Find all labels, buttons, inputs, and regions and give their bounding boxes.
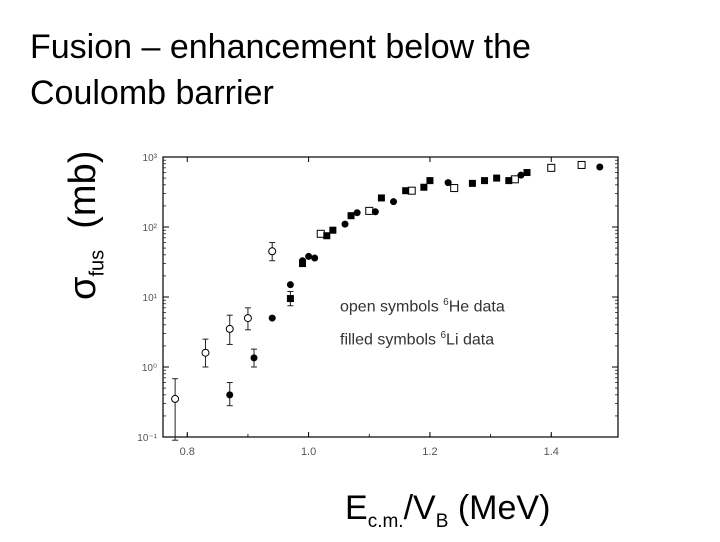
point-filled-circle — [371, 208, 379, 216]
x-tick-label: 0.8 — [180, 446, 195, 458]
x-tick-label: 1.4 — [544, 446, 559, 458]
point-filled-circle — [250, 354, 258, 362]
point-filled-square — [323, 232, 331, 240]
legend-filled-suffix: Li data — [446, 331, 495, 349]
point-filled-square — [468, 179, 476, 187]
point-filled-circle — [305, 252, 313, 260]
slide-title: Fusion – enhancement below the Coulomb b… — [30, 24, 690, 116]
legend-filled-symbols: filled symbols 6Li data — [340, 330, 494, 349]
x-tick-label: 1.2 — [422, 446, 437, 458]
title-line-2: Coulomb barrier — [30, 74, 274, 112]
point-filled-circle — [268, 314, 276, 322]
point-filled-square — [426, 177, 434, 185]
point-open-square — [450, 184, 459, 193]
point-filled-circle — [390, 198, 398, 206]
x-axis-sub-2: B — [435, 511, 449, 532]
point-open-circle — [171, 394, 180, 403]
point-open-circle — [225, 324, 234, 333]
point-filled-square — [377, 194, 385, 202]
point-filled-square — [299, 260, 307, 268]
legend-open-sup: 6 — [443, 297, 449, 308]
y-axis-title: σfus (mb) — [62, 151, 110, 300]
point-filled-square — [481, 177, 489, 185]
x-tick-label: 1.0 — [301, 446, 316, 458]
point-filled-circle — [341, 220, 349, 228]
point-filled-square — [286, 295, 294, 303]
legend-open-suffix: He data — [448, 298, 505, 316]
title-line-1: Fusion – enhancement below the — [30, 28, 531, 66]
point-open-circle — [268, 247, 277, 256]
y-tick-label: 10⁻¹ — [137, 433, 157, 444]
point-filled-square — [505, 177, 513, 185]
point-open-circle — [243, 314, 252, 323]
x-axis-main: E — [345, 489, 368, 527]
legend-filled-prefix: filled symbols — [340, 331, 441, 349]
point-open-square — [365, 206, 374, 215]
point-filled-circle — [286, 281, 294, 289]
point-filled-circle — [226, 391, 234, 399]
y-tick-label: 10⁰ — [142, 363, 157, 374]
point-filled-circle — [311, 254, 319, 262]
point-open-square — [577, 160, 586, 169]
point-open-square — [316, 229, 325, 238]
y-axis-unit: (mb) — [62, 150, 104, 229]
x-axis-mid: /V — [403, 489, 436, 527]
point-filled-square — [347, 212, 355, 220]
y-axis-symbol: σ — [62, 276, 104, 300]
point-filled-square — [329, 226, 337, 234]
x-axis-unit: (MeV) — [457, 489, 551, 527]
y-axis-subscript: fus — [86, 249, 109, 277]
x-axis-sub-1: c.m. — [367, 511, 404, 532]
point-filled-circle — [353, 209, 361, 217]
point-filled-square — [402, 187, 410, 195]
point-open-circle — [201, 348, 210, 357]
point-filled-square — [493, 174, 501, 182]
legend-filled-sup: 6 — [440, 330, 447, 341]
point-open-square — [547, 163, 556, 172]
y-tick-label: 10² — [143, 223, 158, 234]
point-filled-square — [420, 183, 428, 191]
point-filled-square — [523, 169, 531, 177]
legend-open-prefix: open symbols — [340, 298, 444, 316]
point-filled-circle — [517, 171, 525, 179]
point-open-square — [407, 186, 416, 195]
y-tick-label: 10³ — [143, 153, 158, 164]
point-filled-circle — [596, 163, 604, 171]
legend-open-symbols: open symbols 6He data — [340, 297, 505, 316]
y-tick-label: 10¹ — [143, 293, 158, 304]
point-filled-circle — [444, 179, 452, 187]
point-open-square — [510, 175, 519, 184]
x-axis-title: Ec.m./VB (MeV) — [345, 488, 550, 542]
